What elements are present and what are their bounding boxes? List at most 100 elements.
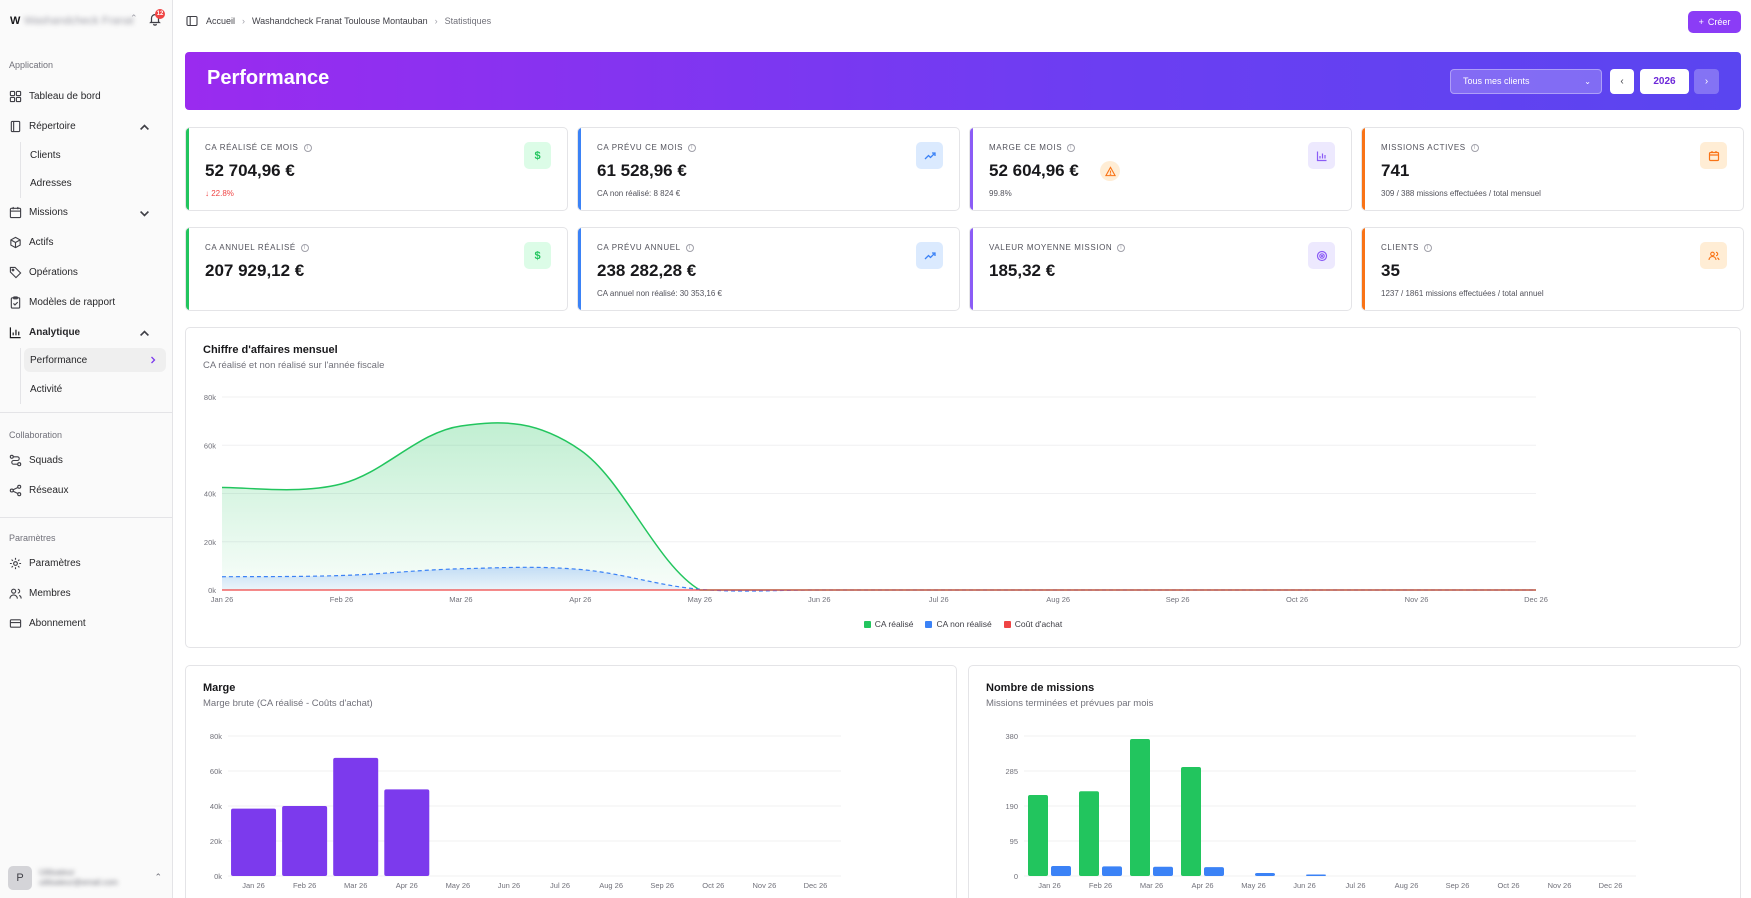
bar[interactable]	[1153, 866, 1173, 876]
chevron-right-icon: ›	[242, 16, 246, 26]
bar[interactable]	[1102, 866, 1122, 876]
card-accent-bar	[578, 228, 581, 310]
workspace-switcher[interactable]: W Washandcheck Franat ⌃	[10, 10, 160, 32]
nav-operations[interactable]: Opérations	[4, 260, 166, 284]
divider	[0, 412, 173, 413]
card-value: 35	[1381, 261, 1400, 280]
nav-performance-label: Performance	[30, 354, 88, 366]
nav-adresses[interactable]: Adresses	[24, 171, 166, 195]
nav-actifs-label: Actifs	[29, 236, 54, 248]
x-tick-label: May 26	[688, 595, 713, 604]
sidebar-toggle-icon[interactable]	[186, 15, 198, 27]
nav-abonnement[interactable]: Abonnement	[4, 611, 166, 635]
bar[interactable]	[1028, 794, 1048, 876]
margin-chart-title: Marge	[203, 682, 236, 694]
card-value: 741	[1381, 161, 1410, 180]
notification-badge: 12	[155, 9, 165, 19]
tag-icon	[9, 266, 22, 278]
card-label-text: Missions actives	[1381, 143, 1466, 152]
card-subtext: CA annuel non réalisé: 30 353,16 €	[597, 289, 722, 298]
x-tick-label: Nov 26	[1405, 595, 1429, 604]
card-value: 207 929,12 €	[205, 261, 305, 280]
bar-chart-icon	[9, 326, 21, 338]
nav-repertoire[interactable]: Répertoire	[4, 114, 166, 138]
nav-activite[interactable]: Activité	[24, 377, 166, 401]
nav-activite-label: Activité	[30, 383, 63, 395]
nav-parametres[interactable]: Paramètres	[4, 551, 166, 575]
x-tick-label: Mar 26	[344, 881, 367, 890]
chevron-left-icon: ‹	[1620, 76, 1624, 87]
bar[interactable]	[1204, 867, 1224, 876]
chevron-right-icon	[151, 356, 156, 364]
x-tick-label: Aug 26	[1395, 881, 1419, 890]
nav-analytique[interactable]: Analytique	[4, 320, 166, 344]
warning-icon	[1100, 161, 1120, 181]
legend-item[interactable]: CA non réalisé	[925, 619, 992, 629]
nav-clients[interactable]: Clients	[24, 143, 166, 167]
bar[interactable]	[1079, 791, 1099, 876]
info-icon[interactable]: i	[688, 143, 697, 152]
bar[interactable]	[1181, 766, 1201, 876]
nav-reseaux[interactable]: Réseaux	[4, 478, 166, 502]
y-tick-label: 95	[1010, 837, 1018, 846]
x-tick-label: Jan 26	[1038, 881, 1061, 890]
previous-year-button[interactable]: ‹	[1610, 69, 1634, 94]
submenu-line	[20, 348, 21, 404]
nav-missions[interactable]: Missions	[4, 200, 166, 224]
card-subtext: ↓ 22.8%	[205, 189, 234, 198]
client-filter-select[interactable]: Tous mes clients ⌄	[1450, 69, 1602, 94]
y-tick-label: 190	[1005, 802, 1018, 811]
divider	[0, 517, 173, 518]
nav-squads[interactable]: Squads	[4, 448, 166, 472]
nav-modeles[interactable]: Modèles de rapport	[4, 290, 166, 314]
nav-actifs[interactable]: Actifs	[4, 230, 166, 254]
y-tick-label: 80k	[204, 393, 216, 402]
info-icon[interactable]: i	[300, 243, 309, 252]
bar[interactable]	[1306, 874, 1326, 876]
bar[interactable]	[1255, 873, 1275, 876]
info-icon[interactable]: i	[685, 243, 694, 252]
bar[interactable]	[1130, 738, 1150, 876]
info-icon[interactable]: i	[303, 143, 312, 152]
legend-item[interactable]: CA réalisé	[863, 619, 913, 629]
legend-swatch	[1003, 620, 1011, 628]
user-email: utilisateur@email.com	[39, 878, 118, 887]
info-icon[interactable]: i	[1424, 243, 1432, 252]
info-icon[interactable]: i	[1117, 243, 1126, 252]
missions-chart-panel: Nombre de missions Missions terminées et…	[968, 665, 1741, 898]
create-button[interactable]: + Créer	[1688, 11, 1741, 33]
x-tick-label: Sep 26	[1446, 881, 1470, 890]
gear-icon	[9, 557, 22, 569]
nav-performance[interactable]: Performance	[24, 348, 166, 372]
breadcrumb-home[interactable]: Accueil	[206, 16, 236, 26]
card-value: 238 282,28 €	[597, 261, 697, 280]
submenu-line	[20, 142, 21, 198]
info-icon[interactable]: i	[1470, 143, 1479, 152]
next-year-button[interactable]: ›	[1694, 69, 1719, 94]
bar[interactable]	[231, 808, 277, 876]
x-tick-label: Jun 26	[808, 595, 831, 604]
section-label-application: Application	[9, 60, 54, 70]
card-value: 52 604,96 €	[989, 161, 1079, 180]
bar[interactable]	[333, 757, 379, 876]
nav-modeles-label: Modèles de rapport	[29, 296, 116, 308]
breadcrumb-company[interactable]: Washandcheck Franat Toulouse Montauban	[252, 16, 428, 26]
stat-card: CA réalisé ce mois i 52 704,96 € ↓ 22.8% $	[185, 127, 568, 211]
x-tick-label: Jul 26	[1345, 881, 1365, 890]
bar[interactable]	[1051, 866, 1071, 876]
x-tick-label: Feb 26	[1089, 881, 1112, 890]
bar[interactable]	[282, 806, 328, 876]
user-menu[interactable]: P Utilisateur utilisateur@email.com ⌃	[8, 866, 166, 890]
ca-realise-area	[222, 422, 1536, 590]
nav-membres[interactable]: Membres	[4, 581, 166, 605]
legend-label: CA non réalisé	[936, 619, 992, 629]
chevron-updown-icon: ⌃	[130, 13, 138, 23]
bar[interactable]	[384, 789, 430, 876]
card-label: CA réalisé ce mois i	[205, 143, 312, 152]
legend-item[interactable]: Coût d'achat	[1003, 619, 1062, 629]
dashboard-icon	[9, 90, 22, 102]
card-label-text: Clients	[1381, 243, 1419, 252]
x-tick-label: Jan 26	[211, 595, 234, 604]
nav-dashboard[interactable]: Tableau de bord	[4, 84, 166, 108]
info-icon[interactable]: i	[1067, 143, 1076, 152]
